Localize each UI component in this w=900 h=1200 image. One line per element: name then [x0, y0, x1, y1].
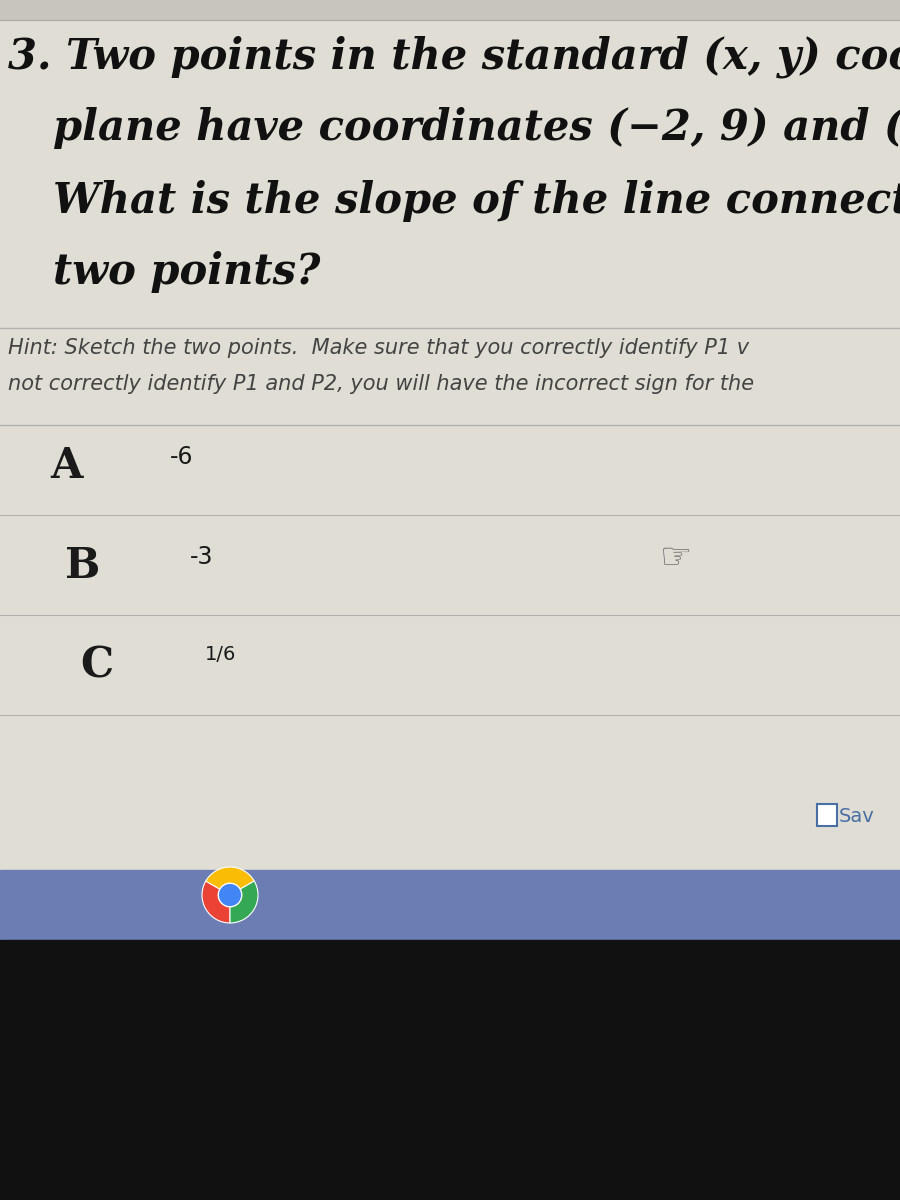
- Text: Hint: Sketch the two points.  Make sure that you correctly identify P1 v: Hint: Sketch the two points. Make sure t…: [8, 338, 749, 358]
- Text: B: B: [65, 545, 100, 587]
- Text: two points?: two points?: [53, 251, 320, 293]
- Text: What is the slope of the line connecting these: What is the slope of the line connecting…: [53, 179, 900, 222]
- Text: plane have coordinates (−2, 9) and (−4, −3).: plane have coordinates (−2, 9) and (−4, …: [53, 107, 900, 149]
- Bar: [0, 0, 900, 20]
- Text: not correctly identify P1 and P2, you will have the incorrect sign for the: not correctly identify P1 and P2, you wi…: [8, 374, 754, 394]
- Bar: [0, 940, 900, 1200]
- Bar: [0, 0, 900, 870]
- Text: Sav: Sav: [839, 806, 875, 826]
- Text: 1/6: 1/6: [205, 646, 237, 664]
- Bar: [0, 870, 900, 940]
- Text: C: C: [80, 646, 113, 686]
- Wedge shape: [230, 881, 258, 923]
- Text: -3: -3: [190, 545, 213, 569]
- Text: ☞: ☞: [660, 540, 692, 574]
- FancyBboxPatch shape: [817, 804, 837, 826]
- Text: -6: -6: [170, 445, 194, 469]
- Text: 3. Two points in the standard (x, y) coordinate: 3. Two points in the standard (x, y) coo…: [8, 35, 900, 78]
- Circle shape: [218, 883, 242, 907]
- Wedge shape: [202, 881, 230, 923]
- Text: A: A: [50, 445, 83, 487]
- Wedge shape: [206, 866, 254, 895]
